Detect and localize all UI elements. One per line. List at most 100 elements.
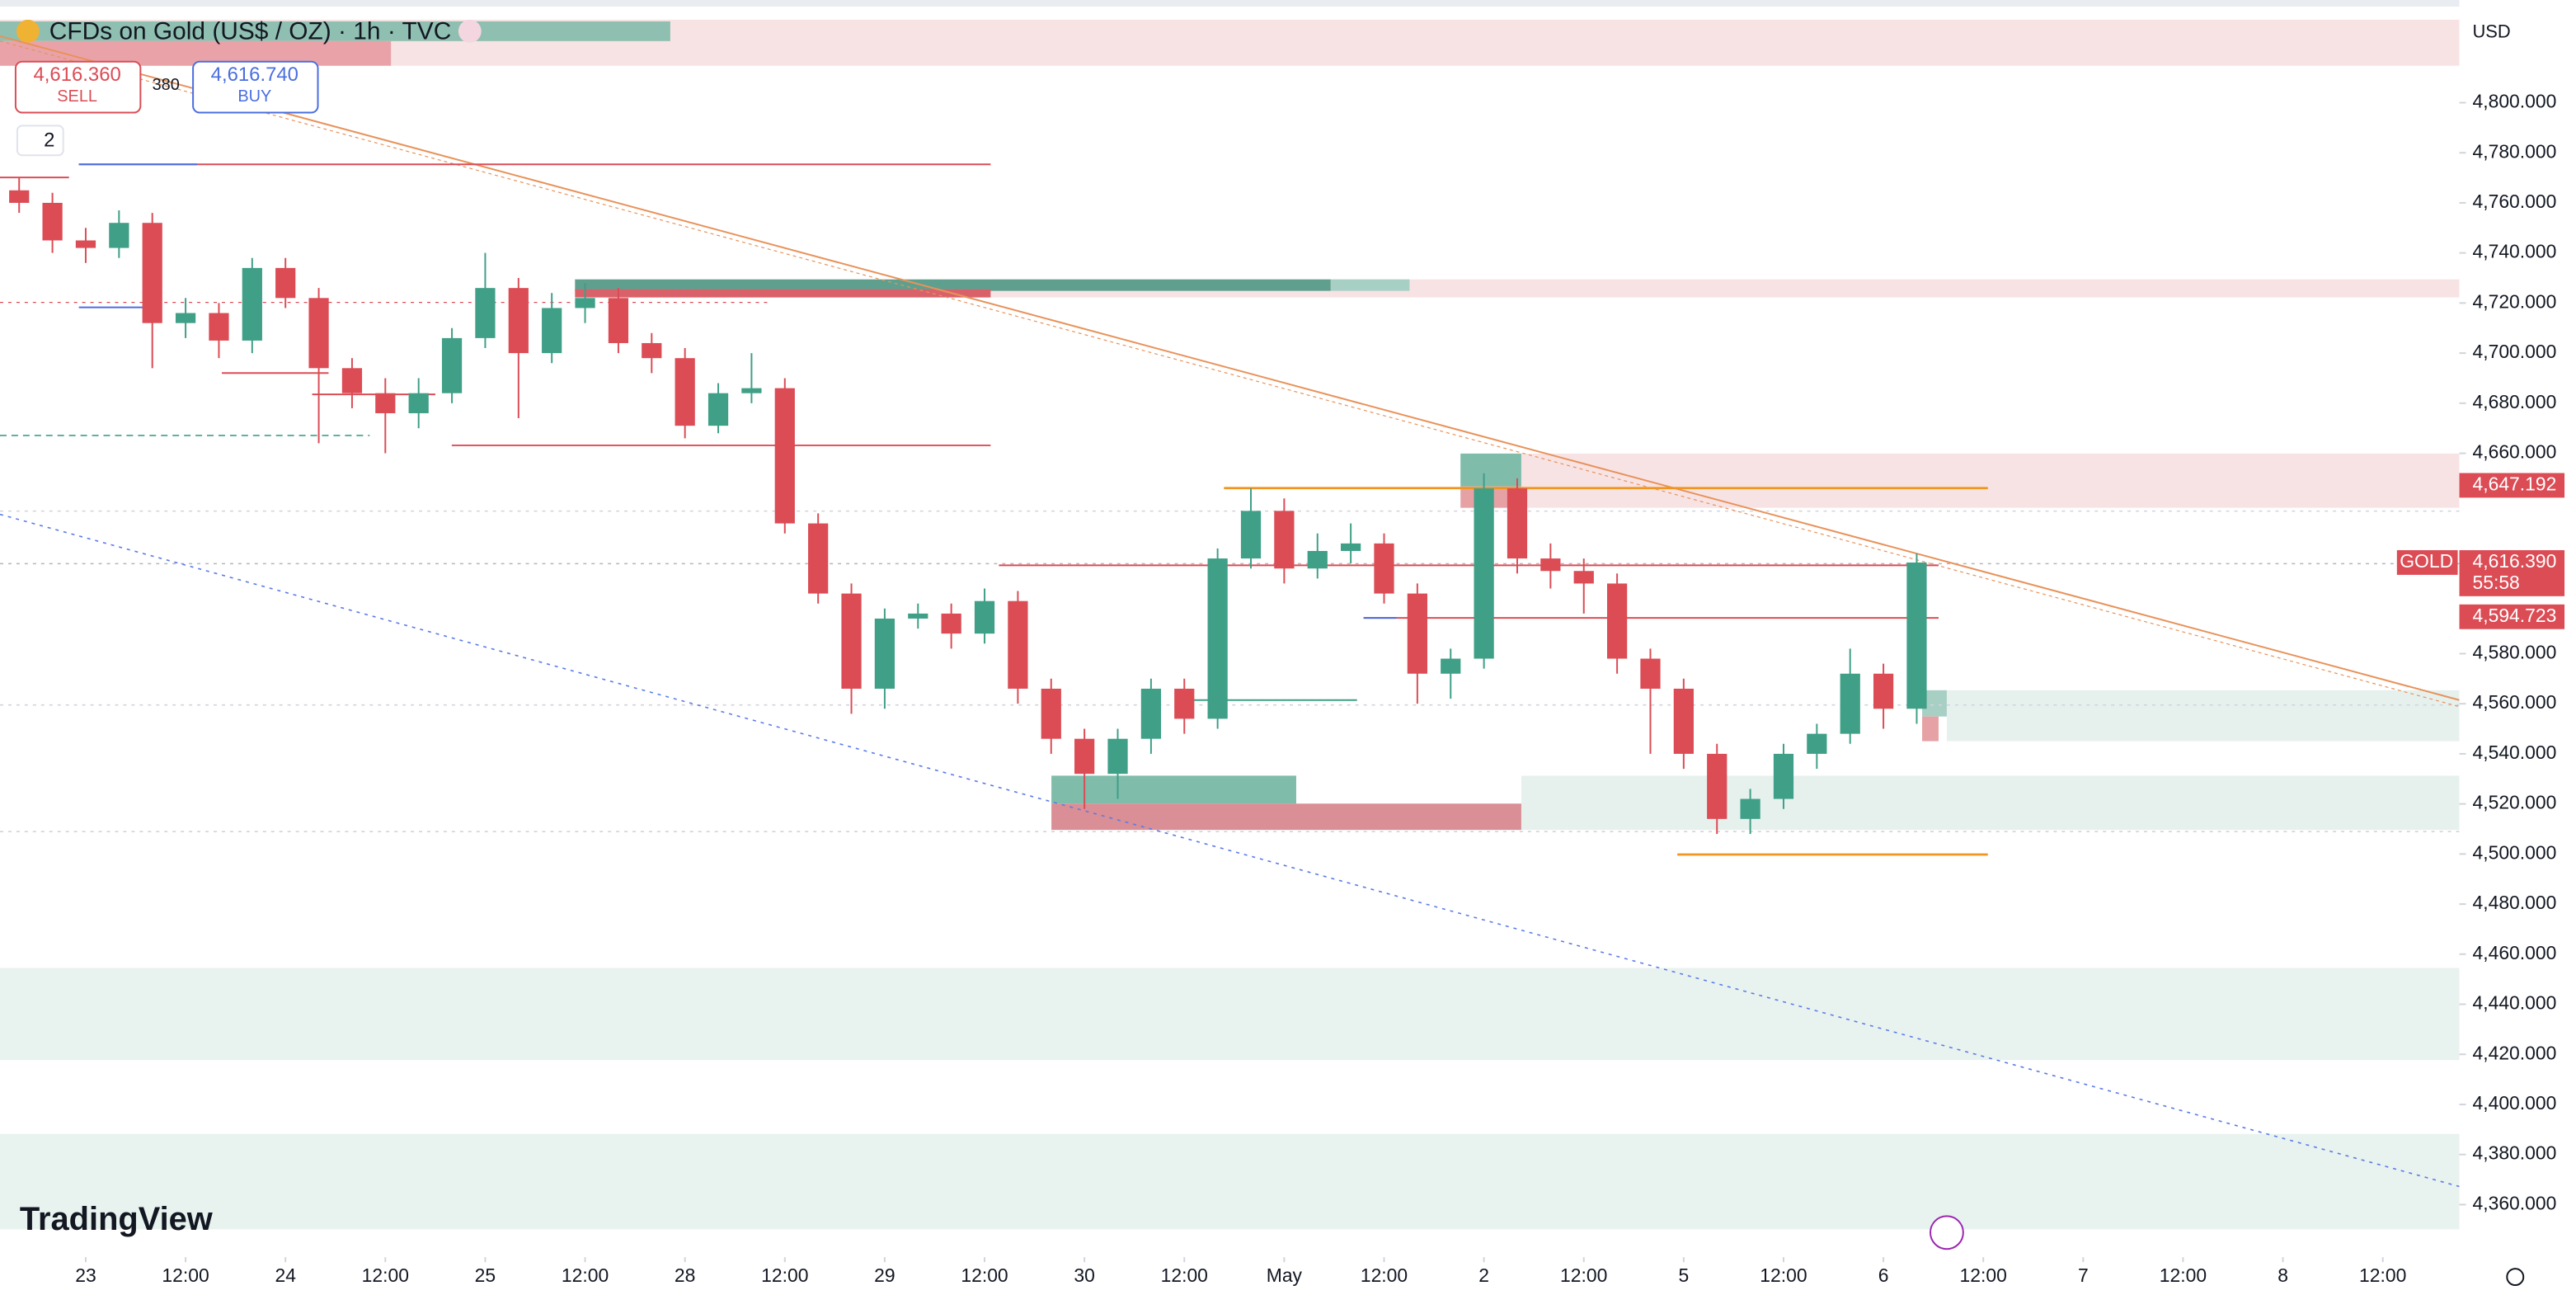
- candle-body: [1274, 511, 1295, 569]
- y-tick-label: 4,440.000: [2472, 992, 2556, 1014]
- candle-body: [1507, 488, 1528, 559]
- y-tick-label: 4,560.000: [2472, 691, 2556, 713]
- top-bar: [0, 0, 2576, 7]
- x-tick-label: 12:00: [2359, 1264, 2406, 1286]
- sell-button[interactable]: [14, 60, 142, 114]
- y-tick-label: 4,800.000: [2472, 91, 2556, 112]
- y-tick-label: 4,520.000: [2472, 792, 2556, 813]
- chart-title: CFDs on Gold (US$ / OZ) · 1h · TVC: [49, 18, 452, 45]
- candle-body: [642, 342, 662, 359]
- x-tick-label: 6: [1878, 1264, 1889, 1286]
- zone: [1521, 775, 2460, 831]
- candle-body: [707, 393, 729, 426]
- y-tick-label: 4,660.000: [2472, 441, 2556, 463]
- candle-body: [1474, 488, 1494, 659]
- x-tick-label: 12:00: [162, 1264, 209, 1286]
- buy-button[interactable]: [192, 60, 319, 114]
- candle-body: [1906, 562, 1927, 709]
- candle-body: [441, 337, 463, 393]
- zone: [575, 289, 991, 298]
- candle-body: [874, 618, 895, 689]
- candle-body: [75, 240, 96, 248]
- zone: [0, 968, 2460, 1061]
- candle-body: [1174, 688, 1195, 719]
- x-tick-label: 12:00: [1560, 1264, 1607, 1286]
- y-tick-label: 4,580.000: [2472, 641, 2556, 662]
- event-icon[interactable]: [1930, 1215, 1964, 1250]
- y-tick-label: 4,460.000: [2472, 942, 2556, 963]
- zone: [1051, 803, 1521, 831]
- candle-body: [542, 308, 562, 354]
- candle-body: [109, 223, 129, 248]
- zone: [575, 279, 1331, 291]
- x-tick-label: 7: [2078, 1264, 2089, 1286]
- candle-body: [9, 190, 30, 203]
- candle-body: [341, 368, 363, 393]
- x-tick-label: 12:00: [562, 1264, 609, 1286]
- x-tick-label: 25: [475, 1264, 496, 1286]
- x-tick-label: 12:00: [1161, 1264, 1208, 1286]
- indicator-toggle[interactable]: [16, 125, 64, 157]
- candle-body: [1707, 753, 1728, 819]
- brand-logo: TradingView: [20, 1201, 214, 1237]
- zone: [0, 1133, 2460, 1230]
- y-tick-label: 4,740.000: [2472, 241, 2556, 262]
- trend-line: [0, 40, 2460, 708]
- candle-body: [408, 393, 429, 413]
- candle-body: [741, 388, 762, 393]
- candle-body: [375, 393, 396, 413]
- zone: [1460, 453, 1521, 487]
- symbol-label-text: GOLD: [2400, 550, 2453, 572]
- candle-body: [1240, 511, 1262, 559]
- x-tick-label: 28: [675, 1264, 695, 1286]
- buy-price: 4,616.740: [211, 64, 298, 86]
- symbol-icon: [16, 19, 40, 43]
- x-tick-label: 8: [2278, 1264, 2288, 1286]
- zone: [1051, 775, 1296, 804]
- candle-body: [1307, 550, 1328, 569]
- candle-body: [1606, 583, 1628, 659]
- candle-body: [308, 298, 329, 369]
- settings-icon[interactable]: [2506, 1268, 2525, 1287]
- candle-body: [841, 593, 862, 689]
- spread: 380: [153, 76, 180, 94]
- x-tick-label: 12:00: [1361, 1264, 1408, 1286]
- candle-body: [508, 288, 529, 354]
- candle-body: [1873, 673, 1894, 709]
- indicator-count: 2: [44, 130, 54, 152]
- countdown: 55:58: [2472, 572, 2519, 593]
- candle-body: [941, 613, 961, 634]
- candle-body: [1074, 738, 1095, 775]
- x-tick-label: 24: [275, 1264, 296, 1286]
- candle-body: [1008, 600, 1028, 689]
- drawings: [0, 0, 2576, 1230]
- candle-body: [209, 313, 229, 341]
- price-label-text: 4,594.723: [2472, 605, 2556, 626]
- y-tick-label: 4,360.000: [2472, 1192, 2556, 1213]
- candle-body: [475, 288, 496, 338]
- candle-body: [908, 613, 928, 619]
- x-tick-label: 30: [1074, 1264, 1094, 1286]
- candle-body: [1441, 658, 1461, 674]
- candle-body: [1407, 593, 1427, 674]
- candle-body: [675, 358, 695, 426]
- currency[interactable]: USD: [2472, 21, 2510, 42]
- x-tick-label: 5: [1678, 1264, 1689, 1286]
- trend-line: [0, 35, 2460, 701]
- candle-body: [1807, 733, 1827, 754]
- zone: [1946, 690, 2460, 742]
- candle-body: [175, 313, 196, 323]
- y-tick-label: 4,780.000: [2472, 140, 2556, 162]
- y-tick-label: 4,680.000: [2472, 391, 2556, 412]
- status-icon: [458, 19, 482, 43]
- x-tick-label: 12:00: [362, 1264, 409, 1286]
- symbol-label: [2396, 550, 2458, 575]
- candle-body: [608, 298, 629, 343]
- price-label-text: 4,616.390: [2472, 550, 2556, 572]
- price-label: [2459, 473, 2565, 498]
- trend-line: [0, 513, 2460, 1188]
- candle-body: [575, 298, 595, 308]
- sell-price: 4,616.360: [33, 64, 120, 86]
- y-tick-label: 4,700.000: [2472, 341, 2556, 362]
